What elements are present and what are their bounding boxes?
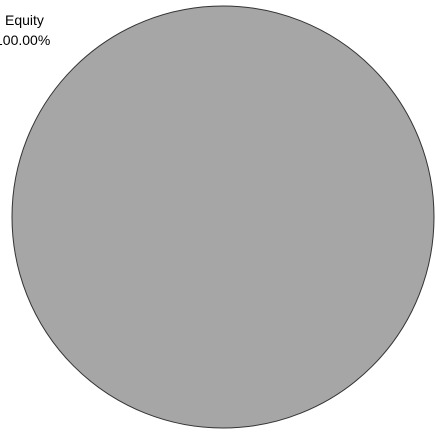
- pie-labels: Equity 100.00%: [0, 12, 50, 48]
- slice-label-equity: Equity: [5, 12, 44, 28]
- pie-slice-equity: [11, 5, 435, 429]
- slice-value-label-equity: 100.00%: [0, 32, 50, 48]
- pie-slices: [11, 5, 435, 429]
